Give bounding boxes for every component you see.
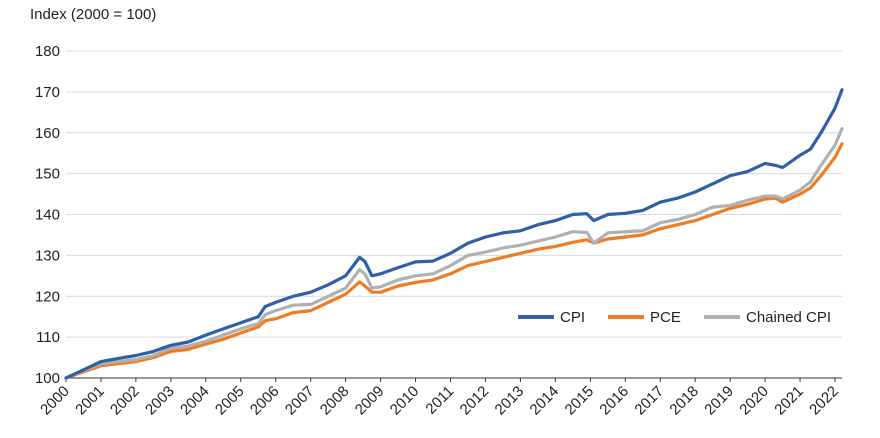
y-tick-label: 160: [35, 125, 60, 142]
y-tick-label: 140: [35, 207, 60, 224]
x-tick-label: 2003: [142, 383, 178, 419]
x-tick-label: 2007: [282, 383, 318, 419]
x-tick-label: 2009: [352, 383, 388, 419]
legend-label: PCE: [650, 309, 681, 326]
x-tick-label: 2018: [666, 383, 702, 419]
x-tick-label: 2019: [701, 383, 737, 419]
gridlines: [66, 51, 842, 337]
y-tick-label: 100: [35, 370, 60, 387]
y-tick-label: 120: [35, 288, 60, 305]
x-tick-label: 2008: [317, 383, 353, 419]
x-tick-label: 2013: [492, 383, 528, 419]
y-tick-label: 180: [35, 43, 60, 60]
x-tick-label: 2015: [562, 383, 598, 419]
x-tick-label: 2022: [806, 383, 842, 419]
y-tick-label: 150: [35, 166, 60, 183]
x-tick-label: 2005: [212, 383, 248, 419]
legend-label: CPI: [560, 309, 585, 326]
x-tick-label: 2016: [596, 383, 632, 419]
legend-label: Chained CPI: [746, 309, 831, 326]
x-tick-label: 2006: [247, 383, 283, 419]
y-tick-label: 110: [36, 329, 60, 346]
x-tick-label: 2012: [457, 383, 493, 419]
x-tick-label: 2020: [736, 383, 772, 419]
y-axis-ticks: 100 110 120 130 140 150 160 170 180: [35, 43, 60, 387]
x-tick-label: 2021: [771, 383, 807, 419]
x-tick-label: 2014: [527, 383, 563, 419]
x-tick-label: 2011: [422, 383, 457, 418]
series-line-chained-cpi: [66, 129, 842, 378]
x-tick-label: 2002: [107, 383, 143, 419]
x-tick-label: 2010: [387, 383, 423, 419]
x-tick-label: 2001: [72, 383, 108, 419]
x-axis: 2000 2001 2002 2003 2004 2005 2006 2007 2008 2009…: [37, 378, 842, 418]
y-tick-label: 130: [35, 247, 60, 264]
x-tick-label: 2017: [631, 383, 667, 419]
x-tick-label: 2000: [37, 383, 73, 419]
legend: CPI PCE Chained CPI: [518, 309, 831, 326]
x-tick-label: 2004: [177, 383, 213, 419]
y-tick-label: 170: [35, 84, 60, 101]
